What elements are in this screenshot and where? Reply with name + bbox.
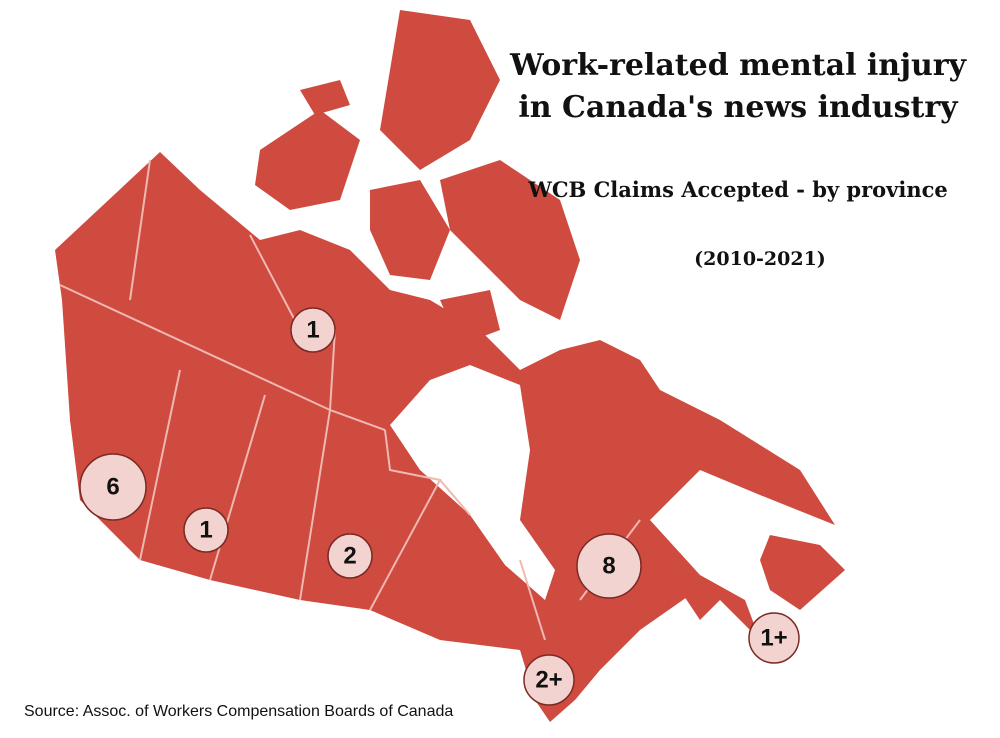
marker: 1 [290, 307, 336, 353]
marker-label: 2 [343, 543, 356, 570]
marker-label: 1 [199, 517, 212, 544]
subtitle: WCB Claims Accepted - by province [527, 177, 948, 202]
marker: 6 [79, 453, 147, 521]
canada-shape [55, 10, 845, 722]
title-line: Work-related mental injury [509, 48, 968, 83]
marker-label: 1+ [760, 625, 787, 652]
marker: 8 [576, 533, 642, 599]
title-line: in Canada's news industry [518, 90, 959, 125]
marker-label: 8 [602, 553, 615, 580]
marker-label: 6 [106, 474, 119, 501]
period: (2010-2021) [694, 248, 826, 270]
marker-label: 1 [306, 317, 319, 344]
marker: 1 [183, 507, 229, 553]
marker-label: 2+ [535, 667, 562, 694]
marker: 2 [327, 533, 373, 579]
source: Source: Assoc. of Workers Compensation B… [24, 703, 453, 720]
marker: 1+ [748, 612, 800, 664]
marker: 2+ [523, 654, 575, 706]
